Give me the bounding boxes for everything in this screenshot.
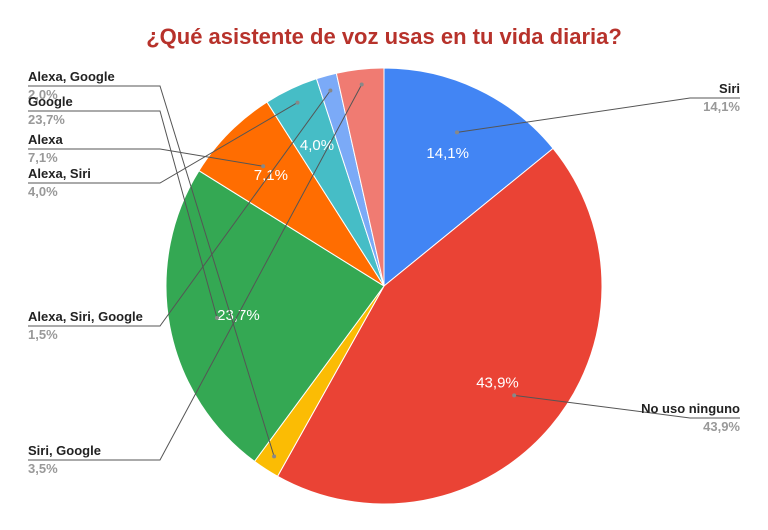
leader-line-alexa-google <box>28 85 275 457</box>
legend-value-alexa-google: 2,0% <box>28 87 58 102</box>
legend-value-alexa: 7,1% <box>28 150 58 165</box>
leader-line-alexa-siri-google <box>28 90 331 327</box>
slice-google <box>165 170 385 463</box>
leader-line-google <box>28 110 218 319</box>
leader-line-siri-google <box>28 84 363 461</box>
legend-value-no-uso-ninguno: 43,9% <box>703 419 740 434</box>
leader-line-alexa-siri <box>28 102 298 184</box>
slice-label-google: 23,7% <box>217 307 260 324</box>
legend-value-siri-google: 3,5% <box>28 461 58 476</box>
legend-label-alexa-siri-google: Alexa, Siri, Google <box>28 309 143 324</box>
leader-dot-alexa-siri <box>295 100 300 105</box>
legend-label-google: Google <box>28 94 73 109</box>
leader-dot-alexa-google <box>272 454 277 459</box>
leader-line-no-uso-ninguno <box>514 394 740 419</box>
legend-label-siri: Siri <box>719 81 740 96</box>
leader-dot-google <box>215 315 219 320</box>
leader-dot-alexa <box>261 164 266 169</box>
legend-label-alexa-google: Alexa, Google <box>28 69 115 84</box>
leader-dot-siri <box>455 130 459 135</box>
slice-label-alexa: 7,1% <box>254 167 288 184</box>
legend-value-siri: 14,1% <box>703 99 740 114</box>
leader-dot-siri-google <box>359 82 364 87</box>
slice-siri <box>383 67 554 288</box>
slice-siri-google <box>335 67 385 287</box>
leader-dot-alexa-siri-google <box>328 88 333 93</box>
chart-title: ¿Qué asistente de voz usas en tu vida di… <box>146 24 622 49</box>
legend-label-alexa: Alexa <box>28 132 63 147</box>
leader-line-alexa <box>28 148 264 167</box>
legend-value-alexa-siri: 4,0% <box>28 184 58 199</box>
legend-value-google: 23,7% <box>28 112 65 127</box>
leader-line-siri <box>456 97 740 133</box>
slice-label-siri: 14,1% <box>426 145 469 162</box>
legend-label-siri-google: Siri, Google <box>28 443 101 458</box>
leader-dot-no-uso-ninguno <box>512 393 517 398</box>
legend-label-no-uso-ninguno: No uso ninguno <box>641 401 740 416</box>
legend-label-alexa-siri: Alexa, Siri <box>28 166 91 181</box>
slice-label-alexa-siri: 4,0% <box>300 137 334 154</box>
slice-no-uso-ninguno <box>276 147 603 505</box>
slice-label-no-uso-ninguno: 43,9% <box>476 374 519 391</box>
legend-value-alexa-siri-google: 1,5% <box>28 327 58 342</box>
